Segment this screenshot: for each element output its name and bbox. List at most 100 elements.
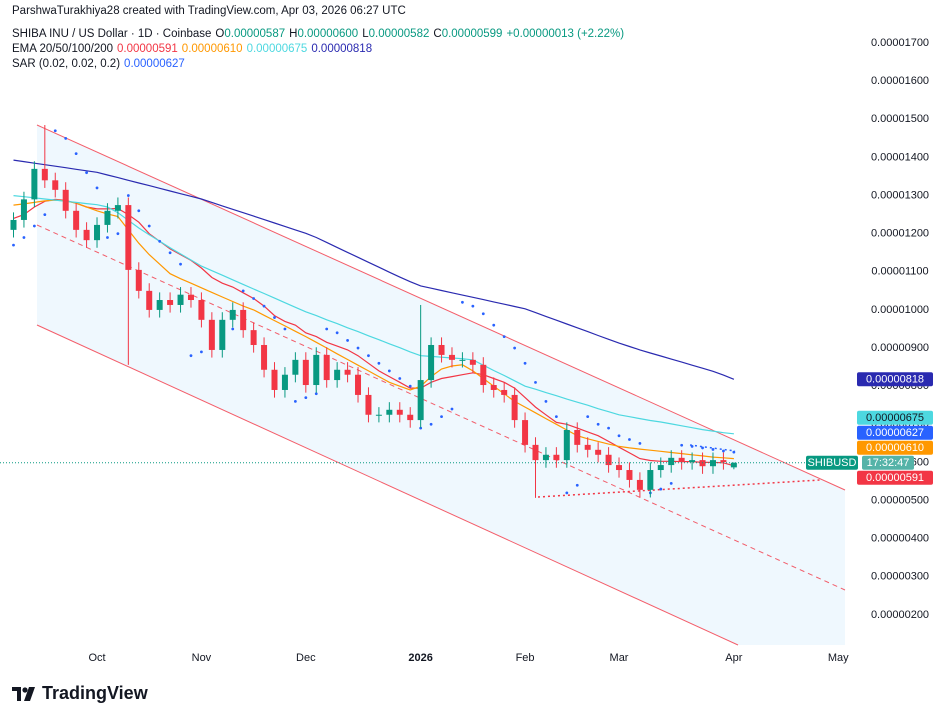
candle-body (114, 205, 121, 211)
price-tag-box (857, 410, 933, 425)
price-tag-label: 0.00000610 (866, 442, 924, 454)
ema-value: 0.00000610 (181, 43, 243, 55)
sar-dot (429, 422, 433, 426)
candle-body (720, 460, 727, 463)
y-tick-label: 0.00001300 (871, 189, 929, 201)
sar-dot (106, 236, 109, 239)
price-tag-label: 0.00000675 (866, 412, 924, 424)
candle-body (20, 199, 27, 220)
sar-dot (147, 224, 151, 228)
price-tag-label: 0.00000591 (866, 472, 924, 484)
candle-body (678, 457, 685, 463)
sar-dot (732, 450, 736, 454)
sar-dot (231, 327, 235, 331)
y-tick-label: 0.00001000 (871, 304, 929, 316)
ohlc-value: 0.00000587 (224, 28, 286, 40)
y-tick-label: 0.00001400 (871, 151, 929, 163)
price-tag-box (857, 440, 933, 455)
price-tag-box (857, 372, 933, 387)
candle-body (501, 389, 508, 395)
candle-body (469, 359, 476, 365)
sar-dot (325, 327, 329, 331)
candle-body (271, 369, 278, 390)
sar-dot (575, 483, 579, 487)
ohlc-item: L0.00000582 (362, 28, 429, 40)
x-tick-label: Oct (88, 652, 105, 664)
sar-dot (335, 331, 339, 335)
sar-dot (200, 350, 203, 354)
x-tick-label: 2026 (408, 652, 432, 664)
candle-body (375, 414, 382, 416)
candle-body (323, 354, 330, 381)
channel-lower (36, 324, 739, 646)
candle-body (10, 219, 17, 230)
sar-dot (179, 262, 182, 266)
candle-body (219, 319, 226, 350)
ema-value: 0.00000675 (246, 43, 308, 55)
candle-body (94, 224, 101, 241)
candle-body (229, 309, 236, 320)
sar-dot (377, 361, 381, 365)
sar-dot (513, 346, 517, 350)
candle-body (459, 359, 466, 361)
symbol-box (806, 455, 858, 470)
candle-body (438, 344, 445, 355)
sar-dot (12, 243, 15, 247)
candle-body (156, 300, 163, 310)
candle-body (261, 344, 268, 370)
y-tick-label: 0.00001200 (871, 228, 929, 240)
candle-body (355, 374, 362, 395)
sar-dot (273, 316, 276, 319)
sar-dot (471, 304, 475, 308)
sar-dot (85, 171, 88, 175)
candle-body (344, 369, 351, 375)
last-price-tag: SHIBUSD 17:32:47 (806, 455, 914, 470)
sar-dot (408, 384, 412, 388)
candle-body (511, 394, 518, 421)
candle-body (167, 300, 174, 305)
candle-body (709, 460, 716, 467)
candle-body (553, 454, 560, 461)
ema-row: EMA 20/50/100/200 0.00000591 0.00000610 0.0… (12, 42, 628, 57)
sar-dot (53, 129, 57, 133)
sar-dot (241, 289, 245, 293)
sar-dot (596, 422, 600, 426)
sar-dot (137, 209, 141, 213)
candle-body (365, 394, 372, 415)
ohlc-value: 0.00000600 (297, 28, 359, 40)
sar-dot (293, 400, 297, 403)
candle-body (250, 330, 257, 345)
sar-dot (367, 354, 370, 358)
candle-body (386, 409, 393, 415)
candle-body (647, 470, 654, 490)
sar-dot (158, 239, 162, 243)
candle-body (595, 449, 602, 455)
candle-body (605, 454, 612, 466)
candle-body (292, 359, 299, 375)
sar-dot (523, 361, 527, 365)
channel-upper (36, 124, 846, 491)
candle-body (542, 454, 549, 461)
candle-body (125, 205, 132, 270)
x-tick-label: Dec (296, 652, 316, 664)
candle-body (657, 465, 664, 471)
footer-logo: TradingView (12, 683, 148, 704)
candle-body (198, 300, 205, 320)
sar-dot (638, 441, 642, 445)
countdown-box (862, 455, 914, 470)
ema-line (13, 198, 735, 467)
sar-dot (659, 487, 663, 491)
price-tag-label: 0.00000818 (866, 374, 924, 386)
candle-body (104, 210, 111, 225)
candle-body (146, 290, 153, 310)
sar-dot (450, 407, 454, 411)
sar-dot (617, 434, 621, 438)
sar-dot (722, 449, 725, 453)
ema-value: 0.00000591 (117, 43, 178, 55)
y-tick-label: 0.00000500 (871, 494, 929, 506)
candle-body (574, 430, 581, 445)
ohlc-item: C0.00000599 (433, 28, 502, 40)
price-tag-box (857, 425, 933, 440)
sar-dot (669, 481, 673, 485)
